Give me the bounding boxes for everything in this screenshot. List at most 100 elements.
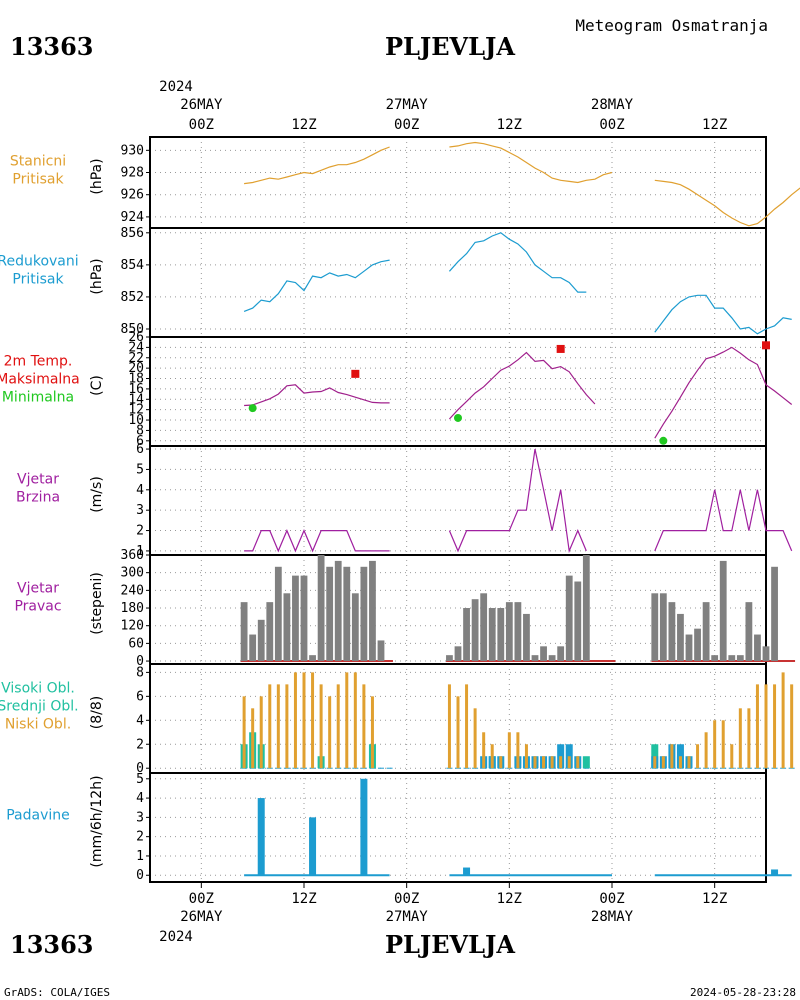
tmin-marker	[454, 413, 462, 422]
date-label-top: 26MAY	[180, 97, 223, 113]
y-tick-label: 3	[136, 503, 144, 518]
y-tick-label: 6	[136, 442, 144, 457]
low-cloud-bar	[251, 708, 255, 769]
direction-bar	[274, 566, 282, 662]
wind-speed-line	[654, 489, 793, 552]
unit-label: (mm/6h/12h)	[89, 775, 105, 867]
y-tick-label: 4	[136, 483, 144, 498]
station-pressure-line	[244, 146, 390, 185]
low-cloud-bar	[670, 744, 674, 769]
direction-bar	[771, 566, 778, 662]
unit-label: (stepeni)	[89, 572, 105, 635]
y-tick-label: 1	[136, 544, 144, 559]
direction-bar	[736, 655, 744, 662]
temperature-line	[244, 384, 390, 407]
low-cloud-bar	[773, 684, 777, 769]
direction-bar	[283, 593, 291, 662]
panel-frame	[149, 772, 767, 883]
panel-frame	[149, 445, 767, 556]
temperature-line	[448, 351, 596, 420]
date-label-top: 28MAY	[591, 97, 634, 113]
low-cloud-bar	[550, 756, 554, 769]
panel-label: Padavine	[6, 808, 70, 824]
direction-bar	[488, 608, 496, 662]
low-cloud-bar	[567, 756, 571, 769]
time-label-top: 12Z	[497, 117, 522, 133]
time-label-top: 00Z	[189, 117, 214, 133]
time-label-bottom: 12Z	[497, 891, 522, 907]
y-tick-label: 850	[121, 322, 144, 337]
low-cloud-bar	[490, 744, 494, 769]
y-tick-label: 2	[136, 524, 144, 539]
y-tick-label: 930	[121, 143, 144, 158]
y-tick-label: 856	[121, 226, 144, 241]
low-cloud-bar	[242, 696, 246, 769]
wind-speed-line	[244, 529, 390, 553]
credit-text: GrADS: COLA/IGES	[4, 986, 110, 999]
direction-bar	[711, 655, 719, 662]
low-cloud-bar	[704, 732, 708, 769]
low-cloud-bar	[542, 756, 546, 769]
y-tick-label: 24	[128, 340, 144, 355]
direction-bar	[531, 655, 539, 662]
panel-label: Vjetar	[17, 581, 59, 597]
tmax-marker	[556, 344, 565, 353]
wind-speed-line	[448, 448, 587, 554]
direction-bar	[505, 602, 513, 662]
low-cloud-bar	[499, 756, 503, 769]
direction-bar	[702, 602, 710, 662]
low-cloud-bar	[370, 696, 374, 769]
timestamp-text: 2024-05-28-23:28	[690, 986, 796, 999]
low-cloud-bar	[353, 672, 357, 769]
y-tick-label: 60	[128, 636, 144, 651]
low-cloud-bar	[447, 684, 451, 769]
precip-bar	[309, 817, 317, 876]
y-tick-label: 0	[136, 654, 144, 669]
precip-bar	[463, 867, 471, 876]
y-tick-label: 16	[128, 382, 144, 397]
direction-bar	[471, 599, 479, 662]
direction-bar	[497, 608, 505, 662]
panel-label: Minimalna	[2, 390, 74, 406]
low-cloud-bar	[456, 696, 460, 769]
reduced-pressure-line	[448, 232, 587, 293]
y-tick-label: 2	[136, 830, 144, 845]
y-tick-label: 852	[121, 290, 144, 305]
unit-label: (8/8)	[89, 696, 105, 729]
y-tick-label: 5	[136, 772, 144, 787]
direction-bar	[377, 640, 385, 662]
y-tick-label: 10	[128, 413, 144, 428]
direction-bar	[694, 628, 701, 662]
unit-label: (m/s)	[89, 476, 105, 513]
y-tick-label: 22	[128, 351, 144, 366]
y-tick-label: 3	[136, 810, 144, 825]
direction-bar	[685, 634, 693, 662]
panel-label: Niski Obl.	[5, 717, 71, 733]
y-tick-label: 12	[128, 403, 144, 418]
panel-label: Srednji Obl.	[0, 699, 79, 715]
date-label-bottom: 27MAY	[386, 909, 429, 925]
direction-bar	[523, 613, 530, 662]
low-cloud-bar	[713, 720, 717, 769]
y-tick-label: 360	[121, 548, 144, 563]
station-pressure-line	[654, 179, 800, 227]
direction-bar	[300, 575, 308, 662]
time-label-top: 12Z	[702, 117, 727, 133]
station-pressure-line	[449, 141, 613, 184]
y-tick-label: 0	[136, 868, 144, 883]
reduced-pressure-line	[243, 259, 390, 312]
direction-bar	[677, 613, 684, 662]
direction-bar	[334, 560, 342, 662]
low-cloud-bar	[319, 684, 323, 769]
low-cloud-bar	[336, 684, 340, 769]
panel-label: Pravac	[14, 599, 61, 615]
direction-bar	[266, 602, 274, 662]
low-cloud-bar	[268, 684, 272, 769]
panel-label: Brzina	[16, 490, 60, 506]
station-id-bottom: 13363	[10, 930, 94, 959]
direction-bar	[454, 646, 462, 662]
low-cloud-bar	[293, 672, 297, 769]
low-cloud-bar	[311, 672, 315, 769]
direction-bar	[582, 555, 590, 662]
